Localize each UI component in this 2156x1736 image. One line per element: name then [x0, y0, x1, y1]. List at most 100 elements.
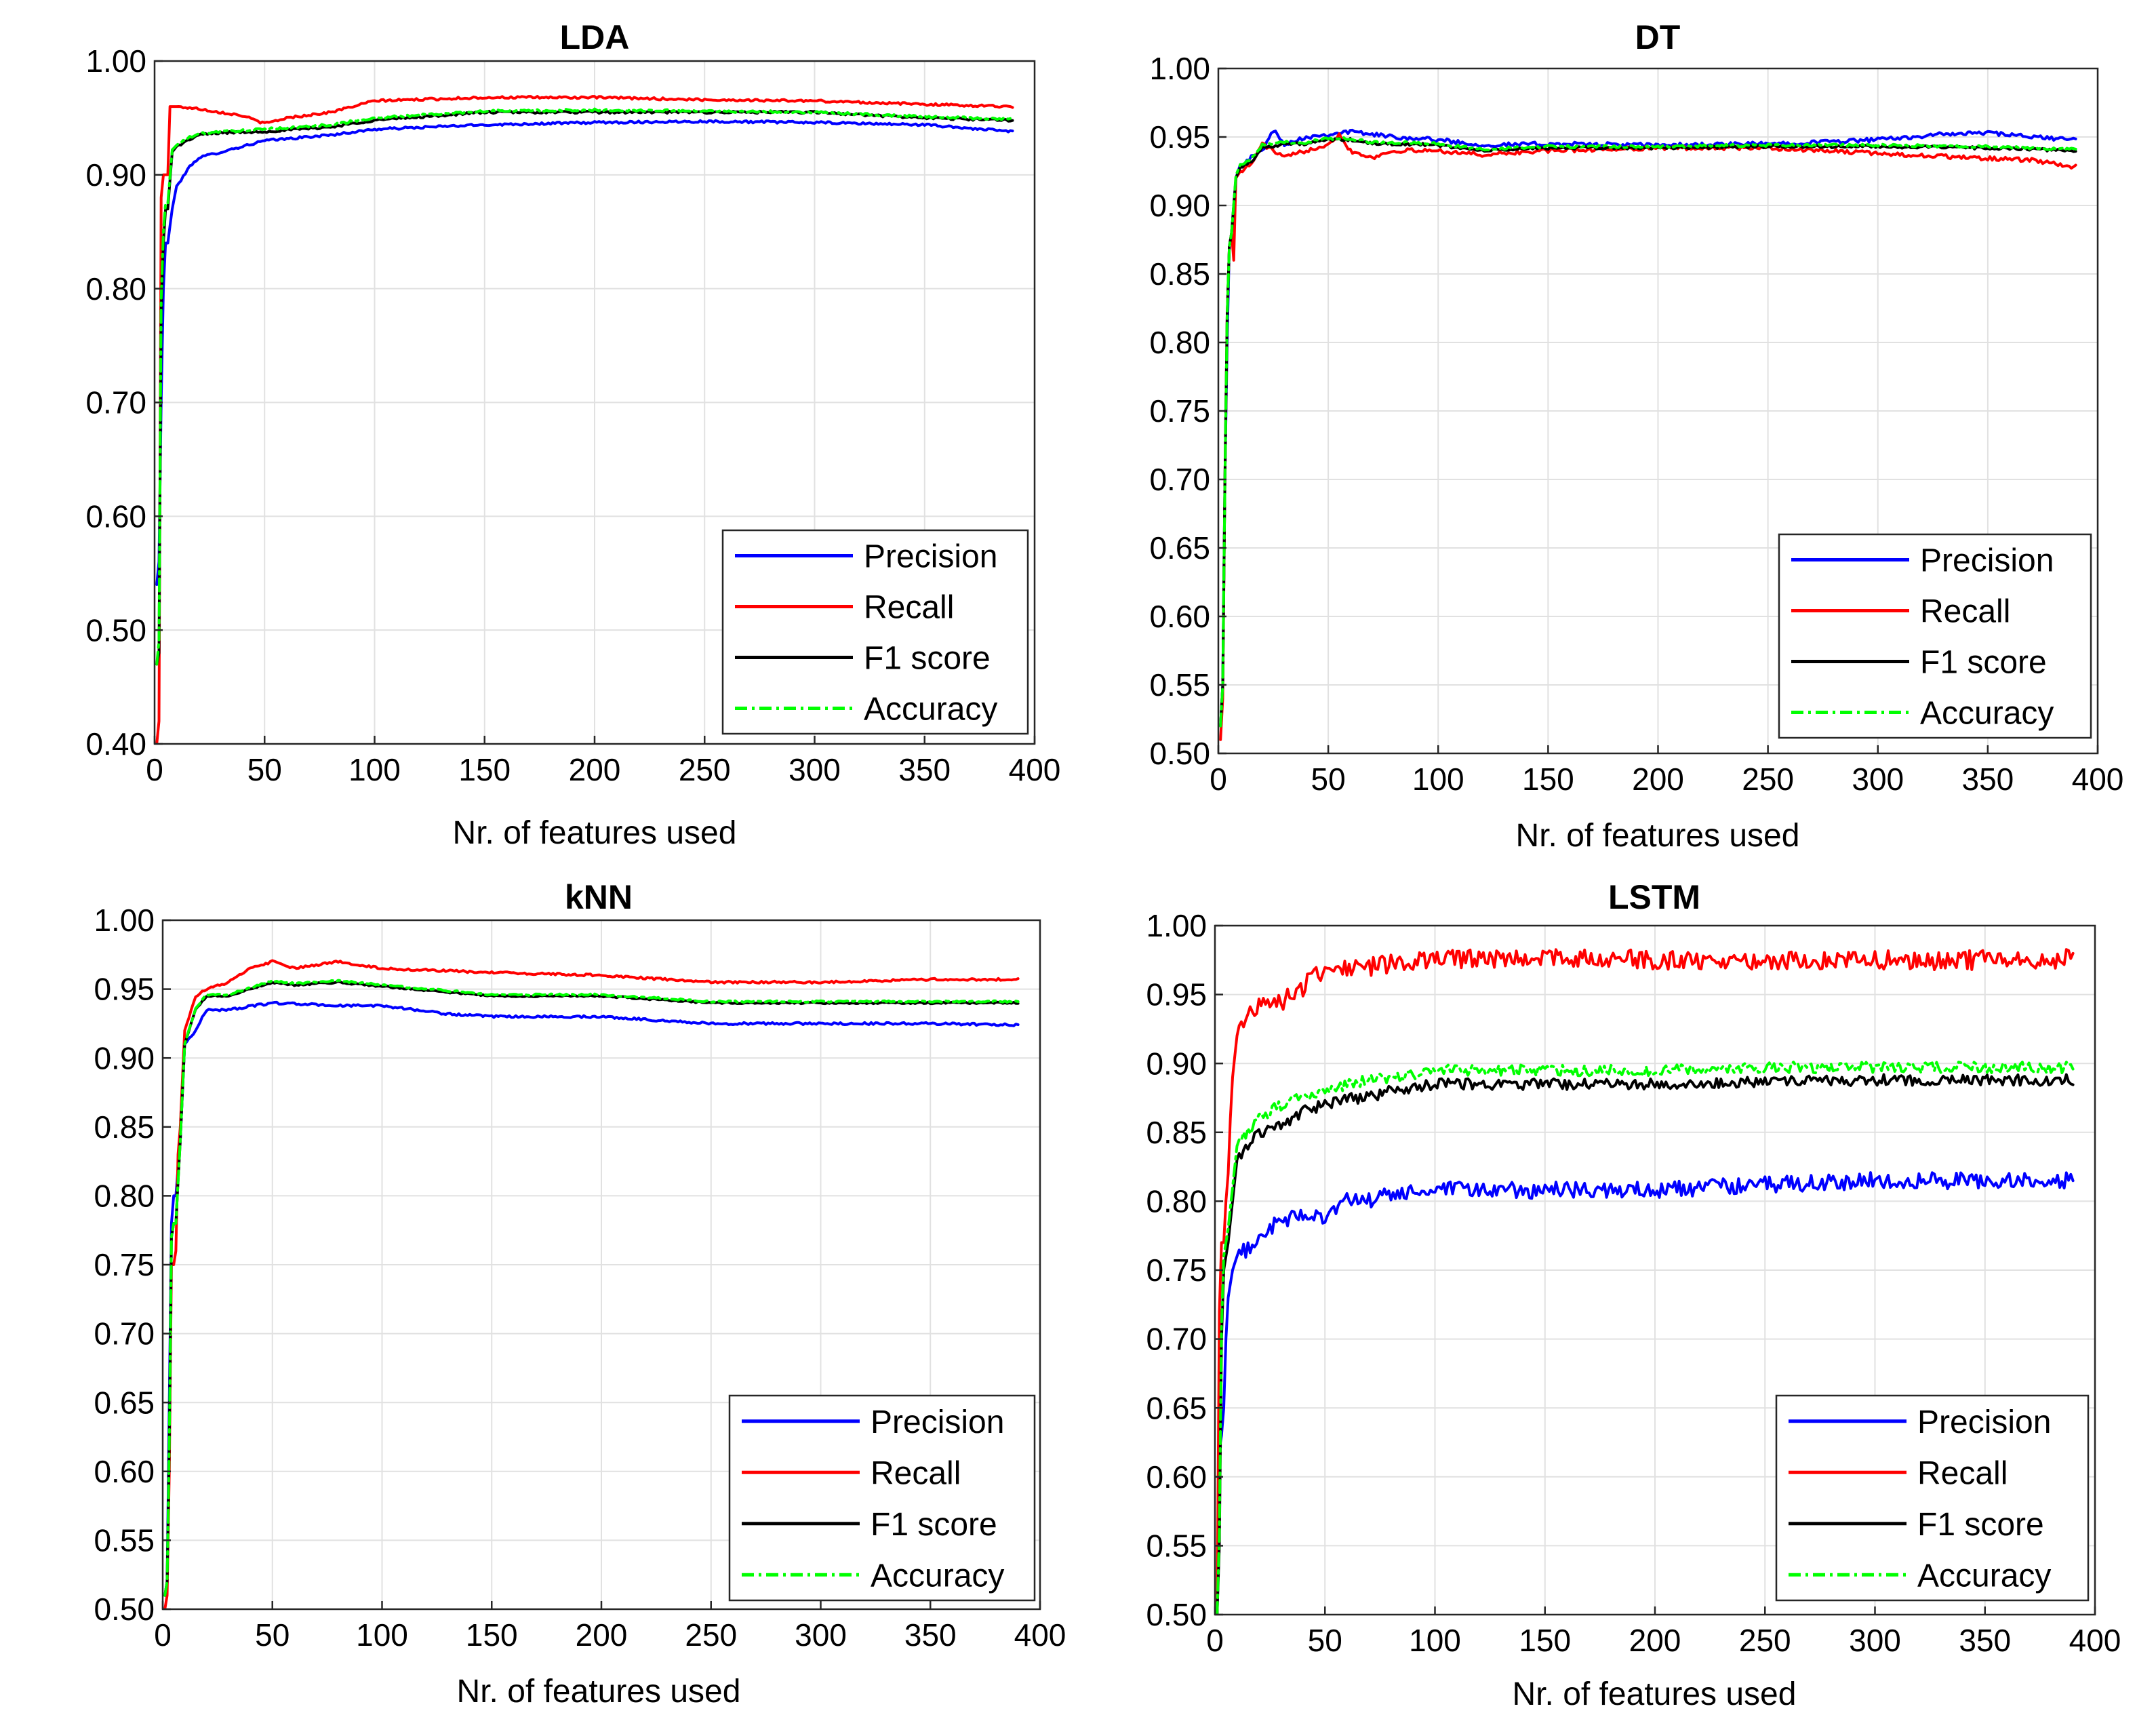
- x-tick-label: 100: [356, 1617, 408, 1653]
- y-tick-label: 0.80: [94, 1179, 155, 1214]
- y-tick-label: 0.50: [1149, 736, 1210, 771]
- legend-label-f1-score: F1 score: [1920, 645, 2047, 681]
- x-tick-label: 250: [1742, 762, 1794, 797]
- x-tick-label: 300: [795, 1617, 847, 1653]
- series-line-accuracy: [1216, 1061, 2075, 1615]
- x-tick-label: 350: [898, 752, 951, 787]
- y-tick-label: 0.55: [1146, 1528, 1207, 1564]
- x-axis-label: Nr. of features used: [453, 815, 737, 851]
- y-tick-label: 0.95: [94, 972, 155, 1007]
- y-tick-label: 0.75: [1149, 393, 1210, 429]
- x-axis-label: Nr. of features used: [1516, 818, 1800, 854]
- x-tick-label: 0: [1206, 1623, 1224, 1658]
- x-tick-label: 200: [1629, 1623, 1681, 1658]
- series-line-accuracy: [155, 107, 1014, 666]
- y-tick-label: 0.60: [1149, 599, 1210, 634]
- legend-label-recall: Recall: [871, 1455, 961, 1491]
- series-layer: [1219, 128, 2077, 741]
- x-tick-label: 300: [788, 752, 841, 787]
- x-tick-label: 0: [154, 1617, 172, 1653]
- legend-label-accuracy: Accuracy: [871, 1558, 1004, 1594]
- x-tick-label: 200: [1632, 762, 1684, 797]
- x-tick-label: 350: [1959, 1623, 2011, 1658]
- x-tick-label: 200: [569, 752, 621, 787]
- y-tick-label: 0.65: [94, 1385, 155, 1420]
- y-tick-label: 1.00: [85, 43, 146, 79]
- legend-label-accuracy: Accuracy: [1917, 1558, 2051, 1594]
- chart-title: kNN: [565, 878, 633, 916]
- x-tick-label: 300: [1849, 1623, 1901, 1658]
- x-tick-label: 150: [1519, 1623, 1571, 1658]
- tick-labels: 0 50 100 150 200 250 300 350 400 0.50 0.55 0.60 0.65…: [1146, 908, 2121, 1658]
- series-line-precision: [155, 119, 1014, 586]
- series-line-precision: [1219, 128, 2077, 728]
- legend-label-f1-score: F1 score: [871, 1507, 997, 1543]
- x-tick-label: 100: [348, 752, 401, 787]
- x-tick-label: 50: [255, 1617, 290, 1653]
- y-tick-label: 0.50: [85, 612, 146, 648]
- y-tick-label: 0.90: [1149, 188, 1210, 223]
- y-tick-label: 0.60: [1146, 1459, 1207, 1495]
- panel-lda: 0 50 100 150 200 250 300 350 400 0.40 0.50 0.60 0.70…: [85, 18, 1060, 851]
- x-tick-label: 150: [458, 752, 511, 787]
- x-tick-label: 250: [1739, 1623, 1791, 1658]
- x-tick-label: 350: [904, 1617, 957, 1653]
- series-line-accuracy: [163, 979, 1020, 1597]
- legend: Precision Recall F1 score Accuracy: [721, 529, 1029, 735]
- y-tick-label: 0.75: [1146, 1252, 1207, 1288]
- tick-labels: 0 50 100 150 200 250 300 350 400 0.40 0.50 0.60 0.70…: [85, 43, 1060, 787]
- legend-label-accuracy: Accuracy: [1920, 696, 2054, 732]
- x-axis-label: Nr. of features used: [457, 1674, 741, 1710]
- panel-lstm: 0 50 100 150 200 250 300 350 400 0.50 0.55 0.60 0.65…: [1146, 878, 2121, 1712]
- y-tick-label: 0.60: [94, 1454, 155, 1489]
- x-tick-label: 100: [1412, 762, 1464, 797]
- legend-box: [728, 1394, 1036, 1602]
- y-tick-label: 0.65: [1149, 530, 1210, 566]
- chart-title: LSTM: [1608, 878, 1700, 916]
- y-tick-label: 0.55: [94, 1523, 155, 1558]
- grid: [155, 61, 1035, 744]
- tick-labels: 0 50 100 150 200 250 300 350 400 0.50 0.55 0.60 0.65…: [94, 903, 1066, 1653]
- series-layer: [1216, 948, 2075, 1615]
- y-tick-label: 0.55: [1149, 667, 1210, 703]
- x-tick-label: 100: [1409, 1623, 1461, 1658]
- series-layer: [163, 959, 1020, 1609]
- y-tick-label: 0.90: [1146, 1046, 1207, 1081]
- legend-label-f1-score: F1 score: [864, 641, 991, 677]
- y-tick-label: 0.70: [94, 1316, 155, 1352]
- y-tick-label: 0.95: [1149, 119, 1210, 155]
- y-tick-label: 0.50: [94, 1592, 155, 1627]
- y-tick-label: 0.85: [94, 1109, 155, 1145]
- y-tick-label: 0.80: [1146, 1184, 1207, 1219]
- x-tick-label: 150: [466, 1617, 518, 1653]
- x-tick-label: 250: [685, 1617, 737, 1653]
- y-tick-label: 0.70: [85, 385, 146, 420]
- x-tick-label: 0: [146, 752, 163, 787]
- y-tick-label: 0.65: [1146, 1390, 1207, 1425]
- series-line-recall: [155, 95, 1014, 744]
- legend: Precision Recall F1 score Accuracy: [1778, 533, 2092, 739]
- y-tick-label: 0.50: [1146, 1597, 1207, 1632]
- y-tick-label: 0.70: [1149, 462, 1210, 497]
- legend-label-f1-score: F1 score: [1917, 1507, 2044, 1543]
- series-line-recall: [163, 959, 1020, 1609]
- y-tick-label: 0.90: [94, 1040, 155, 1076]
- chart-title: LDA: [560, 18, 630, 56]
- series-line-precision: [1216, 1171, 2075, 1615]
- x-tick-label: 400: [1009, 752, 1061, 787]
- chart-title: DT: [1635, 18, 1681, 56]
- series-line-f1-score: [1216, 1073, 2075, 1615]
- series-layer: [155, 95, 1014, 744]
- x-tick-label: 50: [1308, 1623, 1342, 1658]
- x-axis-label: Nr. of features used: [1513, 1676, 1797, 1712]
- legend-label-recall: Recall: [864, 590, 954, 626]
- x-tick-label: 400: [2072, 762, 2124, 797]
- legend: Precision Recall F1 score Accuracy: [728, 1394, 1036, 1602]
- x-tick-label: 400: [1014, 1617, 1066, 1653]
- legend-label-recall: Recall: [1917, 1455, 2008, 1491]
- legend-label-precision: Precision: [864, 539, 997, 575]
- y-tick-label: 1.00: [94, 903, 155, 938]
- y-tick-label: 0.80: [1149, 325, 1210, 360]
- tick-labels: 0 50 100 150 200 250 300 350 400 0.50 0.55 0.60 0.65…: [1149, 51, 2123, 797]
